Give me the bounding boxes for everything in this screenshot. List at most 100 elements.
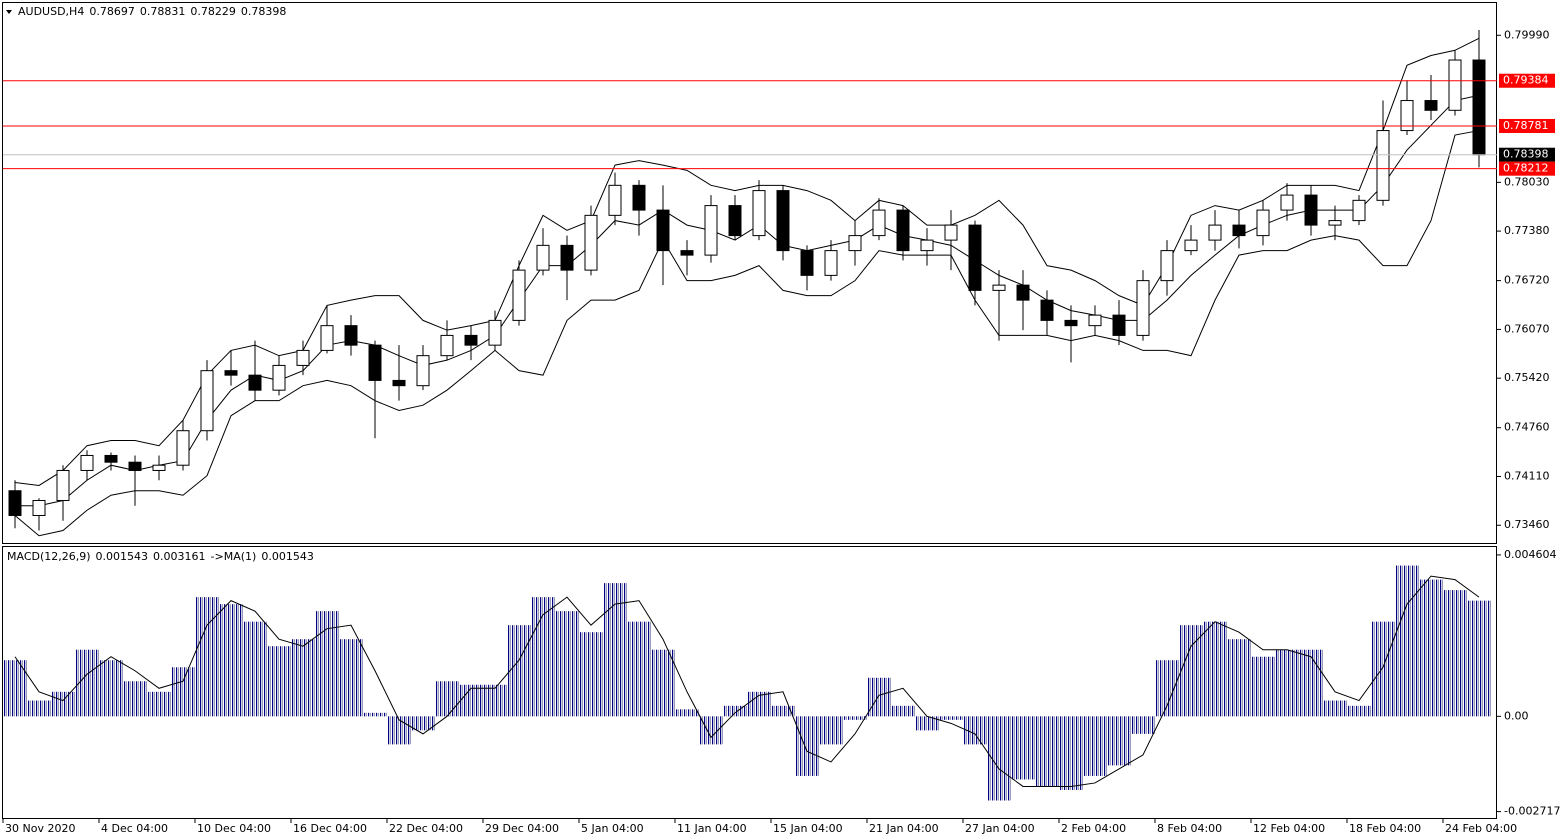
- header-text: 0.78229: [190, 5, 236, 18]
- macd-bar: [579, 632, 603, 717]
- candle-body: [776, 190, 790, 252]
- y-tick-label: -0.002717: [1504, 805, 1560, 818]
- macd-bar: [507, 625, 531, 717]
- candle-body: [584, 214, 598, 271]
- y-tick-label: 0.79990: [1504, 28, 1550, 41]
- macd-bar: [531, 597, 555, 717]
- macd-bar: [1395, 565, 1419, 717]
- macd-bar: [339, 639, 363, 717]
- candle-body: [488, 319, 502, 346]
- macd-bar: [1251, 656, 1275, 717]
- candle-body: [1376, 130, 1390, 201]
- y-tick-label: 0.75420: [1504, 371, 1550, 384]
- level-line-label: 0.78212: [1503, 162, 1549, 175]
- bollinger-band: [14, 37, 1480, 486]
- candle-body: [320, 325, 334, 351]
- header-text: MACD(12,26,9): [7, 550, 91, 563]
- candle-body: [1064, 319, 1078, 327]
- x-tick-label: 21 Jan 04:00: [869, 822, 939, 835]
- candle-body: [272, 364, 286, 391]
- macd-bar: [987, 716, 1011, 801]
- macd-bar: [1035, 716, 1059, 787]
- candle-body: [1280, 194, 1294, 211]
- candle-body: [1400, 100, 1414, 132]
- macd-bar: [1347, 705, 1371, 717]
- candle-body: [704, 205, 718, 256]
- header-text: 0.78697: [89, 5, 135, 18]
- macd-bar: [51, 691, 75, 717]
- x-tick-label: 30 Nov 2020: [5, 822, 75, 835]
- candle-body: [296, 349, 310, 366]
- candle-body: [1448, 59, 1462, 111]
- x-tick-label: 29 Dec 04:00: [485, 822, 559, 835]
- price-header: AUDUSD,H4 0.78697 0.78831 0.78229 0.78398: [18, 5, 286, 18]
- candle-body: [536, 244, 550, 271]
- candle-body: [416, 355, 430, 387]
- bollinger-band: [14, 130, 1480, 537]
- y-tick-label: 0.77380: [1504, 224, 1550, 237]
- y-tick-label: 0.73460: [1504, 518, 1550, 531]
- candle-body: [1232, 224, 1246, 237]
- header-text: 0.78831: [140, 5, 186, 18]
- menu-arrow[interactable]: [6, 10, 12, 14]
- last-price-line-label: 0.78398: [1503, 148, 1549, 161]
- macd-bar: [795, 716, 819, 776]
- candle-body: [920, 239, 934, 252]
- macd-bar: [771, 705, 795, 717]
- candle-body: [1088, 314, 1102, 327]
- header-text: 0.001543: [96, 550, 149, 563]
- candle-body: [1304, 194, 1318, 226]
- y-tick-label: 0.76720: [1504, 274, 1550, 287]
- candle-body: [8, 490, 22, 516]
- x-tick-label: 2 Feb 04:00: [1061, 822, 1126, 835]
- macd-bar: [363, 712, 387, 717]
- candle-body: [32, 499, 46, 516]
- candle-body: [368, 344, 382, 381]
- macd-bar: [1371, 621, 1395, 717]
- x-tick-label: 15 Jan 04:00: [773, 822, 843, 835]
- macd-bar: [1107, 716, 1131, 766]
- macd-bar: [1155, 660, 1179, 717]
- macd-bar: [1083, 716, 1107, 776]
- macd-bar: [267, 646, 291, 717]
- macd-bar: [219, 604, 243, 717]
- macd-panel: [2, 546, 1497, 819]
- macd-bar: [939, 716, 963, 720]
- y-tick-label: 0.00: [1504, 709, 1529, 722]
- header-text: 0.78398: [241, 5, 287, 18]
- macd-bar: [411, 716, 435, 731]
- candle-body: [632, 184, 646, 211]
- header-text: AUDUSD,H4: [18, 5, 84, 18]
- header-text: 0.001543: [261, 550, 314, 563]
- macd-bar: [1443, 590, 1467, 717]
- candle-body: [1328, 220, 1342, 226]
- macd-bar: [291, 639, 315, 717]
- x-tick-label: 27 Jan 04:00: [965, 822, 1035, 835]
- macd-bar: [435, 681, 459, 717]
- macd-bar: [243, 621, 267, 717]
- macd-bar: [675, 709, 699, 717]
- macd-bar: [195, 597, 219, 717]
- x-tick-label: 18 Feb 04:00: [1349, 822, 1421, 835]
- macd-bar: [1323, 700, 1347, 717]
- macd-bar: [387, 716, 411, 745]
- candle-body: [512, 269, 526, 321]
- candle-body: [896, 209, 910, 252]
- macd-bar: [1419, 579, 1443, 717]
- candle-body: [80, 454, 94, 471]
- candle-body: [344, 325, 358, 346]
- level-line-tag: [1499, 73, 1555, 88]
- candle-body: [104, 454, 118, 463]
- candle-body: [872, 209, 886, 237]
- candle-body: [656, 209, 670, 252]
- candle-body: [56, 469, 70, 501]
- y-tick-label: 0.76070: [1504, 322, 1550, 335]
- candle-body: [128, 461, 142, 471]
- level-line-label: 0.78781: [1503, 119, 1549, 132]
- macd-bar: [1299, 649, 1323, 717]
- macd-bar: [171, 667, 195, 717]
- candle-body: [1424, 100, 1438, 111]
- macd-bar: [459, 684, 483, 717]
- macd-bar: [1275, 649, 1299, 717]
- candle-body: [1208, 224, 1222, 241]
